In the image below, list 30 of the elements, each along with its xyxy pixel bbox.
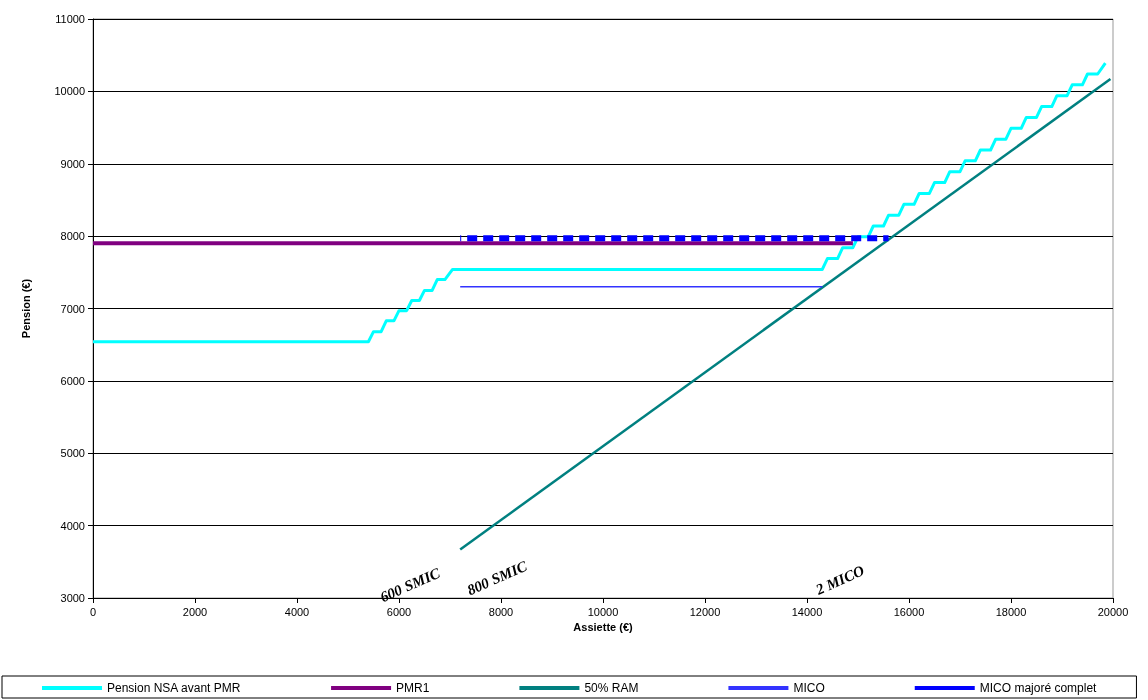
y-axis-title: Pension (€)	[19, 278, 32, 339]
x-tick-label: 16000	[893, 605, 925, 618]
y-tick-label: 8000	[60, 230, 85, 243]
legend-label: 50% RAM	[584, 681, 639, 695]
y-tick-label: 11000	[55, 13, 85, 25]
y-tick-label: 4000	[60, 519, 85, 532]
line-series	[91, 61, 1107, 344]
y-tick-label: 10000	[54, 85, 85, 98]
x-tick-label: 0	[89, 605, 97, 618]
legend-label: PMR1	[396, 681, 430, 695]
x-tick-label: 6000	[386, 605, 412, 618]
y-tick-label: 6000	[60, 374, 85, 387]
x-tick-label: 18000	[995, 605, 1027, 618]
y-tick-label: 3000	[60, 592, 85, 604]
x-tick-label: 20000	[1097, 605, 1129, 618]
y-tick-label: 5000	[60, 447, 85, 460]
annotation: 2 MICO	[812, 562, 867, 599]
x-tick-label: 2000	[182, 605, 208, 618]
x-tick-label: 14000	[791, 605, 823, 618]
annotation: 800 SMIC	[464, 557, 531, 599]
x-tick-label: 4000	[284, 605, 310, 618]
y-tick-label: 9000	[60, 157, 85, 170]
y-tick-label: 7000	[60, 302, 85, 315]
x-tick-label: 12000	[689, 605, 721, 618]
x-tick-label: 8000	[488, 605, 514, 618]
legend-label: MICO majoré complet	[979, 681, 1098, 695]
x-tick-label: 10000	[587, 605, 619, 618]
legend-label: Pension NSA avant PMR	[107, 681, 241, 695]
x-axis-title: Assiette (€)	[573, 621, 633, 634]
legend-label: MICO	[793, 681, 825, 695]
